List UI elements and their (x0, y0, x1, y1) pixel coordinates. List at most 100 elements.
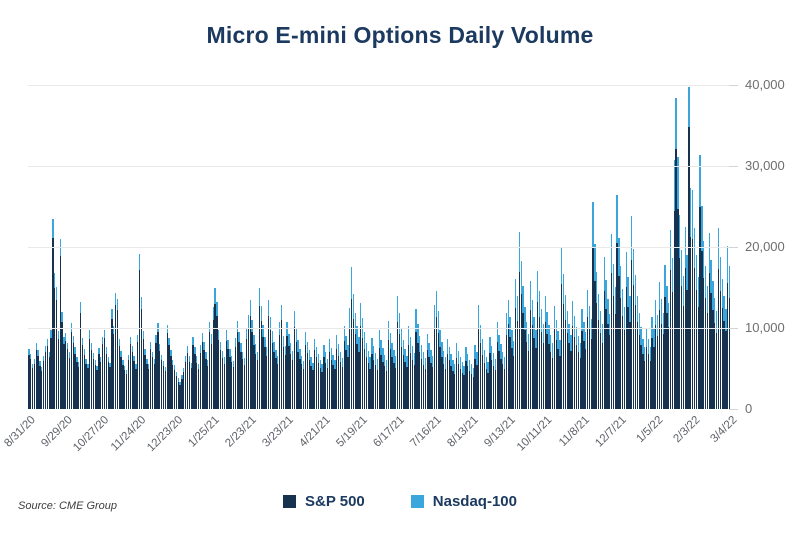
sp500-segment (441, 356, 443, 409)
bar (686, 85, 688, 409)
nasdaq-segment (570, 334, 572, 352)
sp500-segment (216, 315, 218, 409)
sp500-segment (267, 315, 270, 409)
bar (610, 85, 613, 409)
bar (586, 85, 589, 409)
sp500-segment (627, 306, 629, 409)
bar (677, 85, 679, 409)
bar (214, 85, 216, 409)
bar (531, 85, 533, 409)
nasdaq-segment (592, 201, 594, 249)
bar (218, 85, 220, 409)
nasdaq-segment (483, 349, 485, 363)
sp500-segment (79, 313, 82, 409)
bar (137, 85, 139, 409)
nasdaq-segment (526, 322, 528, 342)
bar (420, 85, 423, 409)
sp500-segment (360, 326, 362, 409)
sp500-segment (378, 347, 380, 409)
sp500-segment (590, 339, 592, 409)
nasdaq-segment (177, 378, 179, 382)
sp500-segment (315, 356, 318, 409)
sp500-segment (310, 365, 312, 409)
bar (177, 85, 179, 409)
nasdaq-segment (544, 296, 546, 322)
sp500-segment (214, 304, 216, 409)
nasdaq-segment (328, 339, 331, 353)
y-axis-label: 10,000 (745, 320, 785, 335)
bar (173, 85, 176, 409)
nasdaq-segment (323, 345, 325, 357)
bar (448, 85, 450, 409)
sp500-segment (498, 351, 500, 409)
sp500-segment (170, 355, 172, 409)
bar (290, 85, 292, 409)
x-axis-label: 10/27/20 (71, 414, 112, 455)
nasdaq-segment (100, 357, 102, 363)
nasdaq-segment (426, 333, 428, 351)
sp500-segment (562, 304, 565, 409)
sp500-segment (452, 370, 454, 409)
bar (581, 85, 583, 409)
nasdaq-segment (65, 332, 67, 341)
bar (559, 85, 561, 409)
sp500-segment (470, 373, 473, 409)
bar (555, 85, 557, 409)
nasdaq-segment (645, 328, 648, 347)
bar (37, 85, 39, 409)
sp500-segment (363, 349, 366, 409)
sp500-segment (614, 314, 616, 409)
bar (102, 85, 104, 409)
sp500-swatch (283, 495, 296, 508)
sp500-segment (155, 343, 157, 409)
bar (601, 85, 603, 409)
bar (321, 85, 323, 409)
y-tick (729, 246, 738, 248)
sp500-segment (430, 362, 432, 409)
x-axis-label: 12/23/20 (145, 414, 186, 455)
nasdaq-segment (190, 362, 192, 369)
sp500-segment (347, 357, 349, 409)
sp500-segment (509, 337, 511, 409)
bar (682, 85, 685, 409)
sp500-segment (107, 362, 109, 409)
bar (127, 85, 130, 409)
sp500-segment (325, 362, 327, 409)
nasdaq-segment (597, 294, 600, 320)
sp500-segment (43, 360, 45, 409)
bar (103, 85, 106, 409)
nasdaq-segment (432, 355, 434, 368)
sp500-segment (135, 368, 137, 409)
sp500-segment (675, 149, 677, 409)
bar (468, 85, 471, 409)
sp500-segment (197, 369, 200, 409)
sp500-segment (352, 319, 355, 409)
bar (122, 85, 124, 409)
sp500-segment (269, 330, 272, 409)
sp500-segment (376, 369, 379, 409)
bar (282, 85, 285, 409)
nasdaq-segment (437, 311, 439, 333)
bar (704, 85, 707, 409)
bar (393, 85, 395, 409)
bar (284, 85, 286, 409)
sp500-segment (111, 318, 113, 409)
bar (225, 85, 227, 409)
nasdaq-segment (227, 340, 229, 350)
sp500-segment (301, 364, 303, 409)
sp500-segment (98, 354, 100, 409)
bar (317, 85, 320, 409)
bar (472, 85, 474, 409)
x-axis-label: 2/23/21 (223, 414, 260, 450)
bar (280, 85, 283, 409)
sp500-segment (723, 321, 725, 409)
bar (129, 85, 131, 409)
nasdaq-segment (304, 332, 307, 345)
nasdaq-segment (146, 358, 148, 364)
sp500-segment (255, 353, 257, 409)
nasdaq-segment (225, 330, 227, 341)
sp500-segment (656, 336, 659, 409)
bar (483, 85, 485, 409)
bar (697, 85, 699, 409)
nasdaq-segment (66, 342, 69, 350)
